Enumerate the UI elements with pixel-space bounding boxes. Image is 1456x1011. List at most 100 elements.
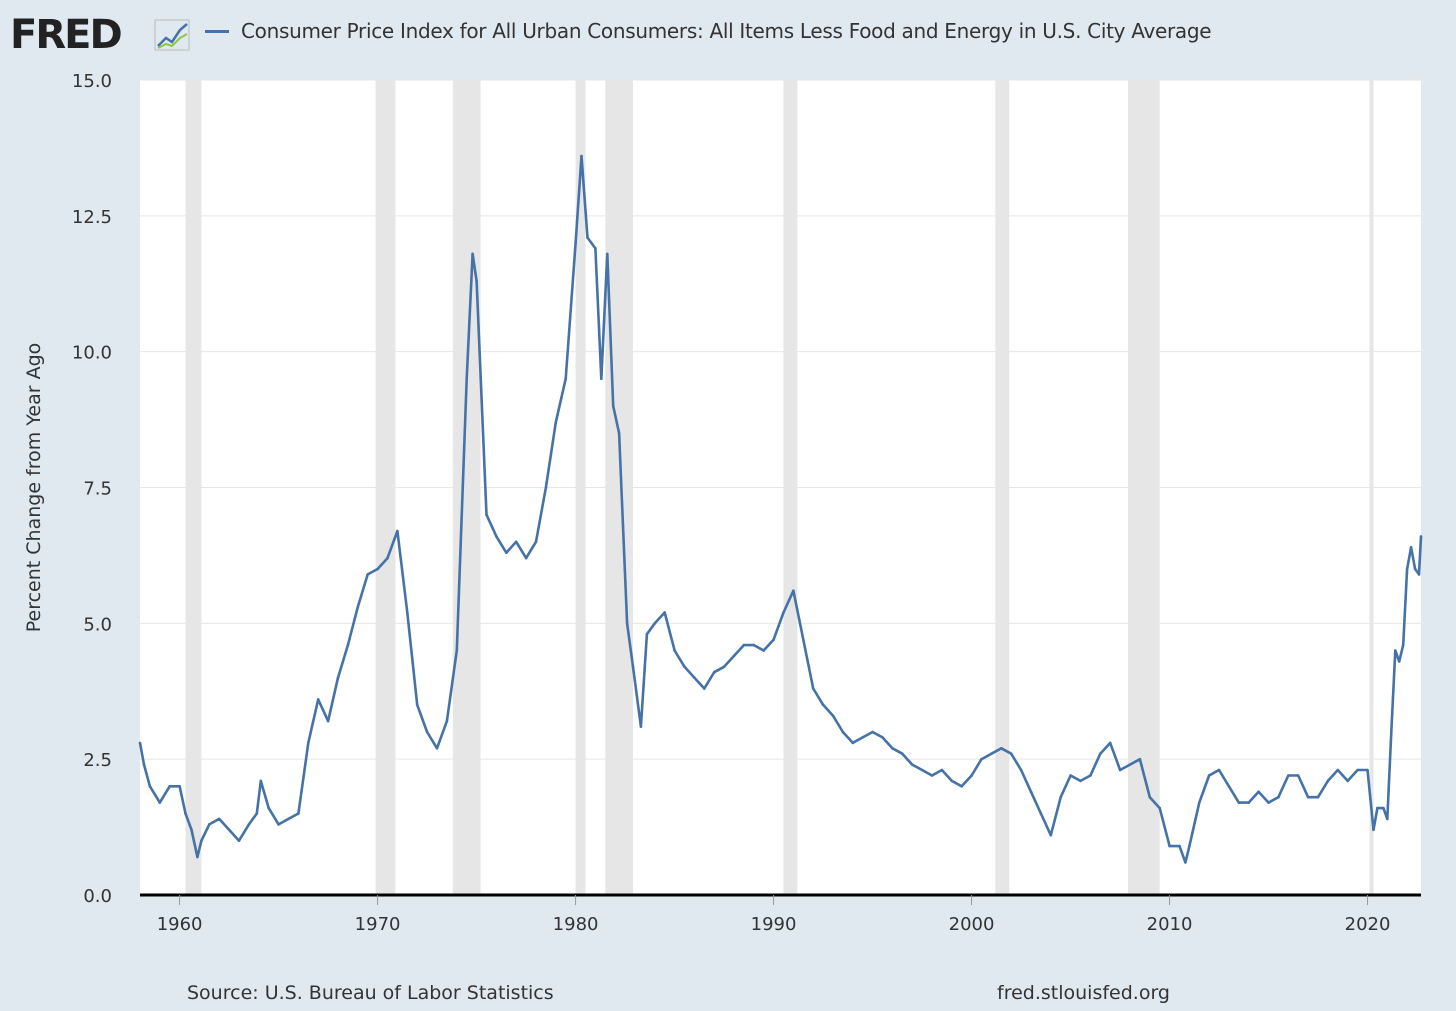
- data-point: [1019, 768, 1023, 772]
- data-point: [732, 654, 736, 658]
- data-point: [1237, 801, 1241, 804]
- data-point: [1000, 747, 1003, 750]
- data-point: [762, 649, 765, 652]
- data-point: [307, 741, 310, 745]
- y-tick-label: 15.0: [72, 71, 112, 92]
- data-point: [1059, 795, 1062, 799]
- series-line: [138, 154, 1423, 864]
- y-axis-label: Percent Change from Year Ago: [23, 343, 45, 633]
- data-point: [703, 687, 706, 690]
- x-tick-label: 1980: [553, 914, 599, 935]
- data-point: [158, 801, 162, 804]
- data-point: [326, 719, 330, 723]
- data-point: [871, 730, 874, 734]
- data-point: [1099, 752, 1102, 755]
- data-point: [1138, 757, 1142, 761]
- data-point: [920, 768, 924, 772]
- fred-chart-icon-frame: [154, 19, 190, 51]
- data-point: [1148, 795, 1152, 799]
- data-point: [910, 763, 914, 766]
- data-point: [742, 643, 746, 647]
- data-point: [1277, 795, 1280, 799]
- data-point: [1267, 801, 1270, 804]
- data-point: [247, 823, 251, 826]
- fred-logo-text: FRED: [10, 12, 121, 56]
- data-point: [1386, 817, 1389, 821]
- data-point: [277, 823, 280, 826]
- data-point: [255, 812, 259, 815]
- data-point: [200, 839, 203, 842]
- data-point: [861, 736, 864, 739]
- data-point: [1257, 790, 1260, 794]
- data-point: [970, 774, 973, 777]
- data-point: [811, 687, 815, 690]
- data-point: [673, 649, 676, 652]
- data-point: [1296, 774, 1300, 777]
- data-point: [980, 757, 983, 761]
- data-point: [1069, 774, 1072, 777]
- data-point: [1394, 649, 1397, 652]
- data-point: [574, 241, 577, 245]
- data-point: [445, 719, 449, 723]
- chart-legend: Consumer Price Index for All Urban Consu…: [205, 17, 1212, 45]
- data-point: [653, 622, 657, 625]
- y-tick-label: 5.0: [83, 614, 112, 635]
- data-point: [1128, 763, 1132, 766]
- data-point: [208, 823, 211, 826]
- data-point: [881, 736, 884, 739]
- data-point: [1217, 768, 1221, 772]
- data-point: [586, 236, 589, 239]
- fred-logo: FRED: [10, 12, 190, 56]
- data-point: [772, 638, 775, 641]
- data-point: [1207, 774, 1211, 777]
- data-point: [639, 725, 643, 728]
- data-point: [217, 817, 221, 821]
- data-point: [1227, 785, 1231, 788]
- fred-chart-icon: [157, 23, 188, 47]
- data-point: [1366, 768, 1369, 772]
- data-point: [891, 747, 894, 750]
- data-point: [455, 649, 459, 652]
- source-note: Source: U.S. Bureau of Labor Statistics: [187, 982, 554, 1004]
- data-point: [534, 540, 538, 544]
- data-point: [396, 529, 399, 533]
- data-point: [1039, 812, 1043, 815]
- data-point: [580, 154, 583, 158]
- data-point: [693, 676, 696, 679]
- x-tick-label: 2010: [1147, 914, 1193, 935]
- data-point: [722, 665, 726, 669]
- data-point: [435, 747, 439, 750]
- data-point: [465, 377, 469, 381]
- data-point: [792, 589, 795, 592]
- data-point: [196, 855, 199, 859]
- data-point: [1287, 774, 1290, 777]
- data-point: [782, 611, 785, 614]
- data-point: [1419, 535, 1423, 538]
- x-tick-label: 2020: [1345, 914, 1391, 935]
- data-point: [1376, 806, 1379, 810]
- data-point: [1316, 795, 1320, 799]
- data-point: [1336, 768, 1340, 772]
- data-point: [564, 377, 567, 381]
- data-point: [1390, 730, 1393, 734]
- y-tick-label: 7.5: [83, 479, 112, 500]
- data-point: [356, 605, 360, 609]
- data-point: [1417, 573, 1421, 576]
- data-point: [1247, 801, 1250, 804]
- data-point: [138, 741, 142, 745]
- data-point: [631, 665, 635, 669]
- data-point: [802, 638, 805, 641]
- data-point: [237, 839, 241, 842]
- site-url[interactable]: fred.stlouisfed.org: [997, 982, 1170, 1004]
- y-tick-label: 10.0: [72, 343, 112, 364]
- data-point: [683, 665, 686, 669]
- data-point: [851, 741, 855, 745]
- data-point: [841, 730, 845, 734]
- x-tick-label: 1990: [751, 914, 797, 935]
- data-point: [1405, 567, 1409, 571]
- data-point: [1188, 844, 1191, 848]
- y-tick-label: 2.5: [83, 750, 112, 771]
- data-point: [606, 252, 609, 256]
- data-point: [524, 556, 528, 560]
- data-point: [1089, 774, 1092, 777]
